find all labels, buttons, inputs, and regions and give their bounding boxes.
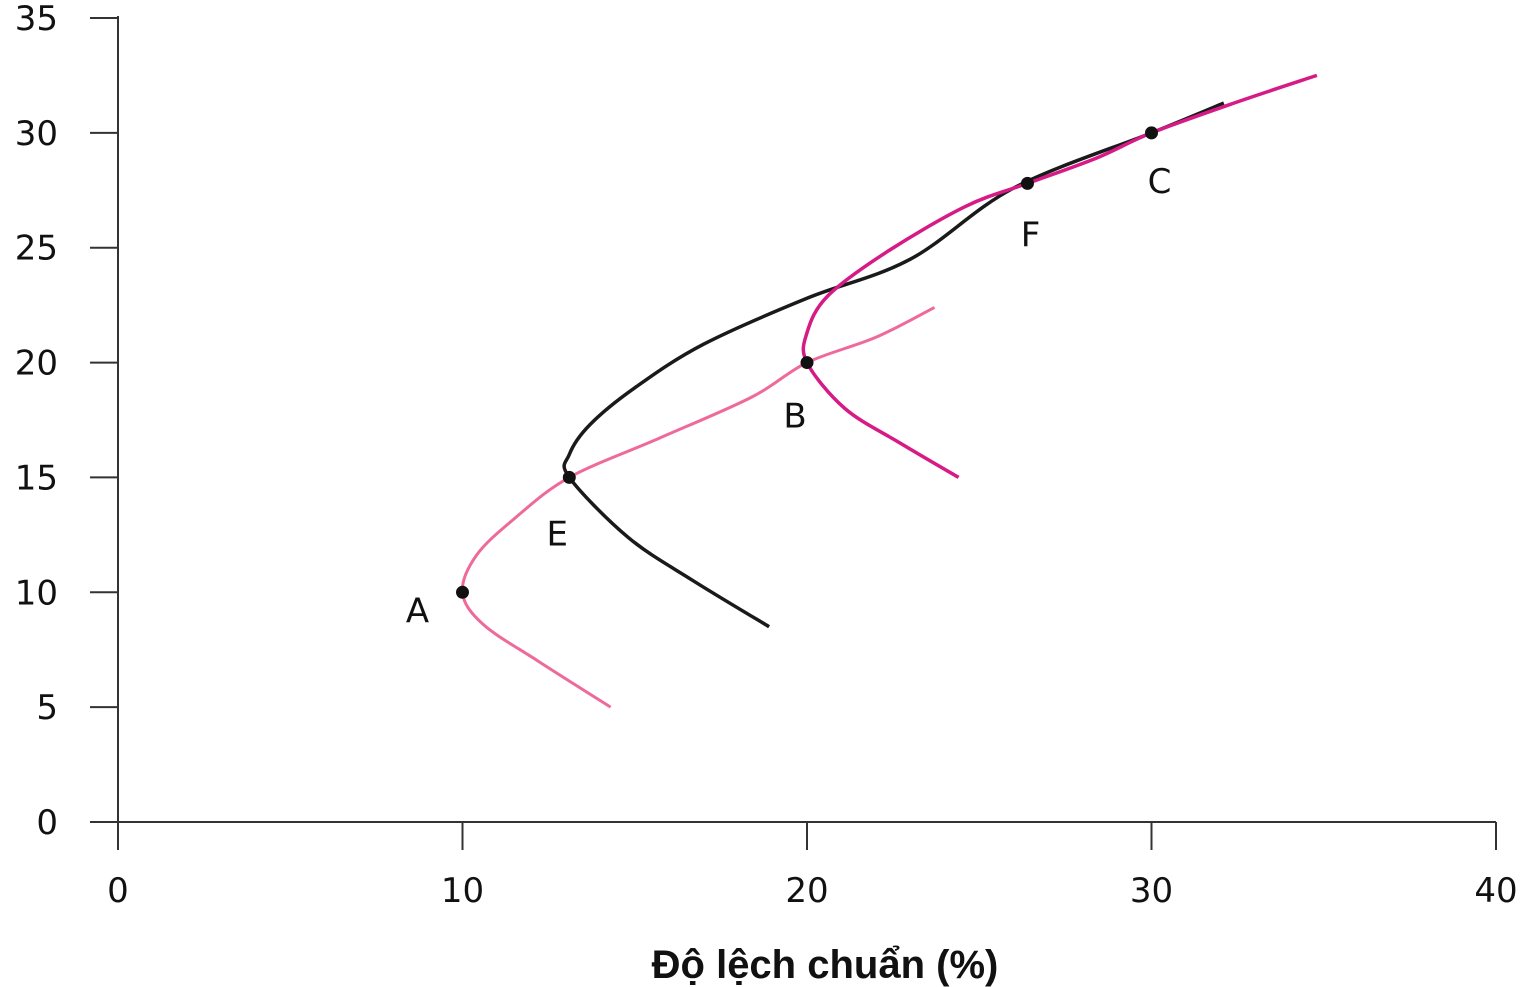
x-tick-label: 40 (1474, 871, 1517, 911)
x-axis-title: Độ lệch chuẩn (%) (652, 943, 999, 987)
frontier-curve-3 (801, 73, 1318, 479)
point-b (800, 356, 814, 370)
x-tick-label: 30 (1130, 871, 1173, 911)
point-label-b: B (783, 397, 806, 437)
point-c (1145, 126, 1158, 140)
y-axis-ticks: 0 5 10 15 20 25 30 35 (15, 0, 118, 843)
x-tick-label: 20 (785, 871, 828, 911)
x-tick-label: 0 (107, 871, 129, 911)
y-tick-label: 20 (15, 344, 58, 384)
point-label-e: E (547, 514, 568, 554)
portfolio-points: A E B F C (406, 126, 1172, 631)
x-tick-label: 10 (441, 871, 484, 911)
y-tick-label: 25 (15, 229, 58, 269)
y-tick-label: 35 (15, 0, 58, 39)
point-label-c: C (1148, 162, 1172, 202)
y-tick-label: 5 (36, 688, 58, 728)
y-tick-label: 30 (15, 114, 58, 154)
y-tick-label: 15 (15, 458, 58, 498)
frontier-curves (460, 73, 1318, 709)
y-tick-label: 10 (15, 573, 58, 613)
point-a (456, 585, 469, 599)
frontier-curve-1 (460, 306, 936, 709)
point-label-f: F (1021, 215, 1041, 255)
point-f (1020, 176, 1034, 190)
x-axis-ticks: 0 10 20 30 40 (107, 822, 1518, 911)
frontier-curve-2 (562, 101, 1225, 629)
y-tick-label: 0 (36, 803, 58, 843)
point-e (562, 470, 576, 484)
point-label-a: A (406, 591, 429, 631)
